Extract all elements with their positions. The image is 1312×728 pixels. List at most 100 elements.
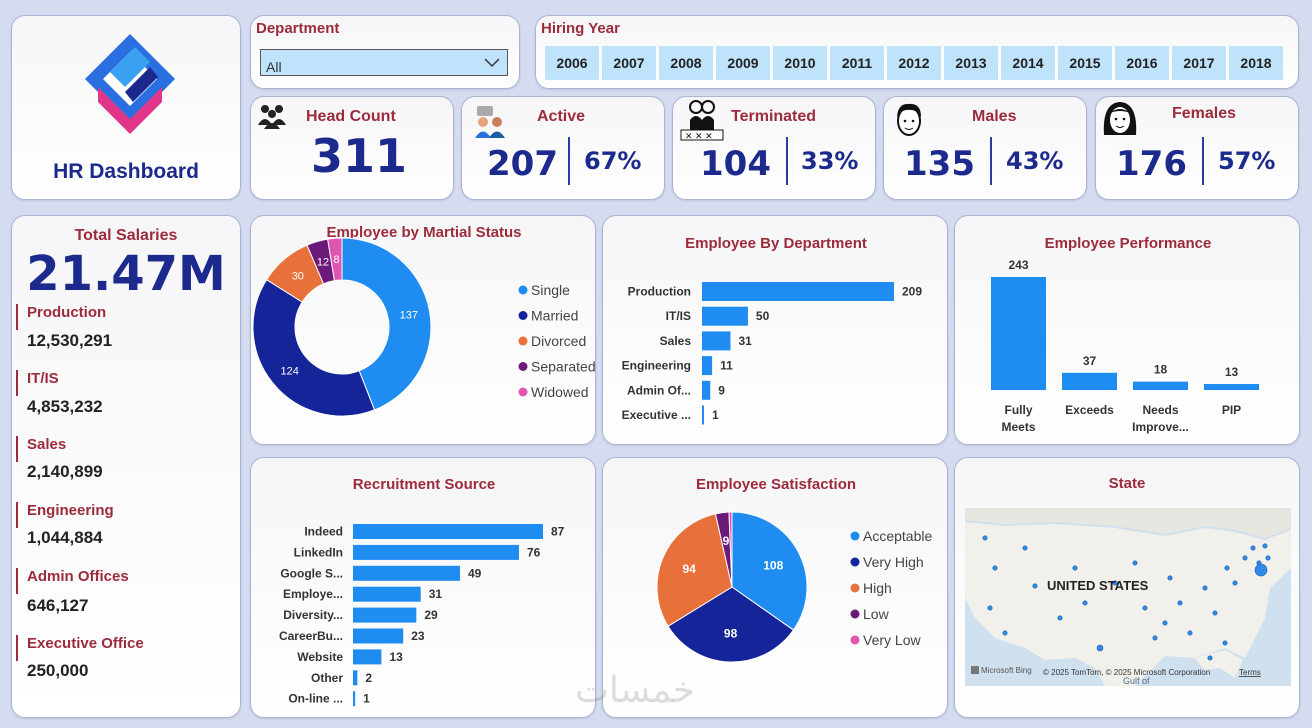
data-label: 13 xyxy=(1225,365,1239,379)
category-label: CareerBu... xyxy=(279,629,343,643)
bar xyxy=(353,586,421,602)
terminated-card: ✕ ✕ ✕ Terminated 104 33% xyxy=(672,96,876,200)
us-map[interactable]: UNITED STATES Gulf of © 2025 TomTom, © 2… xyxy=(965,508,1291,686)
salary-dept-name: Executive Office xyxy=(27,635,144,652)
pie-slice-married xyxy=(252,278,376,417)
terminated-percent: 33% xyxy=(801,147,859,175)
state-map-card: State UNITED STATES Gulf of © 2025 TomTo… xyxy=(954,457,1300,718)
year-button-2014[interactable]: 2014 xyxy=(1001,46,1055,80)
salary-row-marker xyxy=(16,635,18,661)
pie-slice-widowed xyxy=(327,237,343,282)
year-button-2018[interactable]: 2018 xyxy=(1229,46,1283,80)
legend-marker xyxy=(518,362,528,371)
males-percent: 43% xyxy=(1006,147,1064,175)
year-button-2011[interactable]: 2011 xyxy=(830,46,884,80)
year-button-2013[interactable]: 2013 xyxy=(944,46,998,80)
salary-row-marker xyxy=(16,304,18,330)
hiring-year-label: Hiring Year xyxy=(541,20,620,37)
bar xyxy=(353,691,356,707)
salaries-card: Total Salaries 21.47M Production 12,530,… xyxy=(11,215,241,718)
data-label: 37 xyxy=(1083,354,1097,368)
marital-status-chart: Employee by Martial Status 137 Single 124 Ma… xyxy=(252,224,596,417)
legend-label: Very Low xyxy=(863,632,921,648)
legend-label: Divorced xyxy=(531,333,586,349)
chart-title: Recruitment Source xyxy=(353,476,496,493)
active-value: 207 xyxy=(487,144,558,184)
legend-label: High xyxy=(863,580,892,596)
terminated-divider xyxy=(786,137,788,185)
bar xyxy=(353,670,358,686)
category-label: Executive ... xyxy=(622,408,691,422)
active-percent: 67% xyxy=(584,147,642,175)
legend-marker xyxy=(518,311,528,320)
females-label: Females xyxy=(1172,105,1237,122)
bing-logo-icon xyxy=(971,666,979,674)
map-title: State xyxy=(1108,475,1146,492)
year-button-2007[interactable]: 2007 xyxy=(602,46,656,80)
category-label: Indeed xyxy=(304,525,343,539)
salary-dept-name: Admin Offices xyxy=(27,568,129,585)
satisfaction-card: Employee Satisfaction 108 Acceptable 98 Very… xyxy=(602,457,948,718)
pie-slice-single xyxy=(341,237,432,411)
year-button-2012[interactable]: 2012 xyxy=(887,46,941,80)
legend-label: Separated xyxy=(531,359,596,375)
pie-slice-very-low xyxy=(728,511,733,588)
data-label: 9 xyxy=(718,383,725,397)
bing-logo: Microsoft Bing xyxy=(981,666,1032,675)
category-label: Engineering xyxy=(622,359,691,373)
recruitment-chart: Recruitment Source Indeed 87 LinkedIn 76 Goog… xyxy=(279,476,565,707)
male-face-icon xyxy=(897,103,921,136)
performance-chart: Employee Performance 243 Fully Meets 37 Excee… xyxy=(991,235,1259,434)
females-value: 176 xyxy=(1116,144,1187,184)
bar xyxy=(702,306,748,326)
map-attribution: © 2025 TomTom, © 2025 Microsoft Corporat… xyxy=(1043,668,1210,677)
year-button-2016[interactable]: 2016 xyxy=(1115,46,1169,80)
hr-logo-icon xyxy=(85,34,175,134)
data-label: 29 xyxy=(424,608,438,622)
chart-title: Employee Performance xyxy=(1045,235,1212,252)
category-label: Needs xyxy=(1142,403,1178,417)
year-button-2006[interactable]: 2006 xyxy=(545,46,599,80)
females-percent: 57% xyxy=(1218,147,1276,175)
category-label: Other xyxy=(311,671,343,685)
data-label: 9 xyxy=(723,534,730,548)
category-label: Meets xyxy=(1001,420,1035,434)
legend-label: Widowed xyxy=(531,384,589,400)
males-card: Males 135 43% xyxy=(883,96,1087,200)
year-button-2015[interactable]: 2015 xyxy=(1058,46,1112,80)
pie-slice-acceptable xyxy=(731,511,808,631)
bar xyxy=(1062,372,1117,390)
svg-text:✕ ✕ ✕: ✕ ✕ ✕ xyxy=(685,131,713,141)
head-count-value: 311 xyxy=(311,129,408,183)
map-gulf-label: Gulf of xyxy=(1123,676,1150,686)
salary-row-marker xyxy=(16,568,18,594)
legend-marker xyxy=(850,531,860,541)
head-count-card: Head Count 311 xyxy=(250,96,454,200)
dashboard-title: HR Dashboard xyxy=(53,160,199,183)
data-label: 1 xyxy=(712,408,719,422)
males-value: 135 xyxy=(904,144,975,184)
legend-label: Acceptable xyxy=(863,528,932,544)
year-button-2008[interactable]: 2008 xyxy=(659,46,713,80)
year-button-2010[interactable]: 2010 xyxy=(773,46,827,80)
department-filter-card: Department All xyxy=(250,15,520,89)
bar xyxy=(353,607,417,623)
data-label: 1 xyxy=(363,692,370,706)
salaries-total: 21.47M xyxy=(26,246,226,302)
data-label: 243 xyxy=(1008,258,1028,272)
salary-dept-value: 250,000 xyxy=(27,661,89,680)
data-label: 108 xyxy=(763,559,783,573)
year-button-2017[interactable]: 2017 xyxy=(1172,46,1226,80)
terminated-users-icon: ✕ ✕ ✕ xyxy=(680,100,724,141)
bar xyxy=(353,524,543,539)
active-users-icon xyxy=(475,106,505,138)
data-label: 8 xyxy=(333,254,339,266)
salary-dept-value: 12,530,291 xyxy=(27,331,113,350)
pie-slice-very-high xyxy=(667,586,795,663)
department-dropdown-value: All xyxy=(266,59,282,75)
department-dropdown[interactable]: All xyxy=(260,49,508,76)
year-button-2009[interactable]: 2009 xyxy=(716,46,770,80)
terminated-value: 104 xyxy=(700,144,771,184)
people-group-icon xyxy=(258,105,286,129)
bar xyxy=(702,282,894,301)
